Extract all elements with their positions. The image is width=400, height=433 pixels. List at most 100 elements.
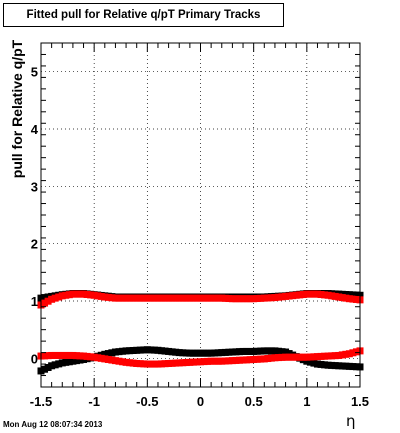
series-3-point <box>328 352 336 360</box>
series-2-point <box>108 349 116 357</box>
series-1-point <box>278 293 286 301</box>
series-1-point <box>243 295 251 303</box>
series-3-point <box>69 351 77 359</box>
series-2-point <box>140 346 148 354</box>
series-1-point <box>186 294 194 302</box>
series-3-point <box>87 353 95 361</box>
series-3-point <box>335 351 343 359</box>
series-2-point <box>186 349 194 357</box>
series-3-point <box>65 351 73 359</box>
series-1-point <box>328 292 336 300</box>
series-0-point <box>44 293 52 301</box>
series-1-point <box>101 293 109 301</box>
series-3-point <box>239 356 247 364</box>
series-3-point <box>90 353 98 361</box>
series-1-point <box>115 294 123 302</box>
series-2-point <box>207 349 215 357</box>
series-1-point <box>303 290 311 298</box>
series-3-point <box>136 360 144 368</box>
series-2-point <box>58 359 66 367</box>
series-1-point <box>335 293 343 301</box>
y-axis-label: pull for Relative q/pT <box>9 39 25 179</box>
series-1-point <box>87 291 95 299</box>
series-2-point <box>349 363 357 371</box>
series-1-point <box>147 294 155 302</box>
series-2-point <box>119 347 127 355</box>
series-2-point <box>303 357 311 365</box>
series-3-point <box>129 359 137 367</box>
y-tick-label-1: 1 <box>31 294 38 309</box>
series-1-point <box>172 294 180 302</box>
series-1-point <box>211 294 219 302</box>
y-tick-label-3: 3 <box>31 179 38 194</box>
series-3-point <box>55 351 63 359</box>
series-3-point <box>299 353 307 361</box>
series-1-point <box>94 292 102 300</box>
series-0-point <box>342 291 350 299</box>
series-2-point <box>221 348 229 356</box>
series-2-point <box>278 348 286 356</box>
series-2-point <box>69 357 77 365</box>
series-1-point <box>175 294 183 302</box>
series-3-point <box>296 353 304 361</box>
series-1-point <box>55 293 63 301</box>
series-1-point <box>41 299 49 307</box>
series-2-point <box>51 361 59 369</box>
chart-title: Fitted pull for Relative q/pT Primary Tr… <box>3 3 284 27</box>
series-1-point <box>161 294 169 302</box>
series-3-point <box>225 357 233 365</box>
series-1-point <box>90 291 98 299</box>
series-2-point <box>55 360 63 368</box>
series-3-point <box>80 352 88 360</box>
series-1-point <box>140 294 148 302</box>
series-1-point <box>225 295 233 303</box>
series-2-point <box>182 349 190 357</box>
series-3-point <box>257 355 265 363</box>
series-1-point <box>72 290 80 298</box>
series-1-point <box>214 294 222 302</box>
series-1-point <box>189 294 197 302</box>
series-2-point <box>126 347 134 355</box>
series-2-point <box>274 347 282 355</box>
series-1-point <box>342 294 350 302</box>
series-2-point <box>72 357 80 365</box>
series-3-point <box>122 358 130 366</box>
x-tick-label-3: 0 <box>197 394 204 409</box>
series-1-point <box>324 291 332 299</box>
series-1-point <box>111 294 119 302</box>
series-1-point <box>285 292 293 300</box>
series-0-point <box>345 291 353 299</box>
series-3-point <box>246 356 254 364</box>
series-1-point <box>200 294 208 302</box>
series-1-point <box>232 295 240 303</box>
series-2-point <box>313 360 321 368</box>
series-3-point <box>44 352 52 360</box>
series-3-point <box>172 359 180 367</box>
series-3-point <box>97 354 105 362</box>
x-tick-label-5: 1 <box>303 394 310 409</box>
series-2-point <box>235 348 243 356</box>
x-tick-label-1: -1 <box>88 394 100 409</box>
series-2-point <box>239 347 247 355</box>
series-1-point <box>310 290 318 298</box>
series-3-point <box>211 357 219 365</box>
series-1-point <box>80 290 88 298</box>
series-2-point <box>260 347 268 355</box>
series-3-point <box>250 355 258 363</box>
series-1-point <box>292 291 300 299</box>
series-2-point <box>335 362 343 370</box>
series-3-point <box>168 359 176 367</box>
series-1-point <box>136 294 144 302</box>
series-3-point <box>338 351 346 359</box>
series-2-point <box>161 347 169 355</box>
series-2-point <box>264 347 272 355</box>
series-1-point <box>165 294 173 302</box>
series-layer <box>37 290 364 375</box>
x-tick-label-2: -0.5 <box>136 394 158 409</box>
series-2-point <box>147 346 155 354</box>
series-3-point <box>200 358 208 366</box>
series-3-point <box>83 352 91 360</box>
series-3-point <box>282 353 290 361</box>
series-3-point <box>267 354 275 362</box>
